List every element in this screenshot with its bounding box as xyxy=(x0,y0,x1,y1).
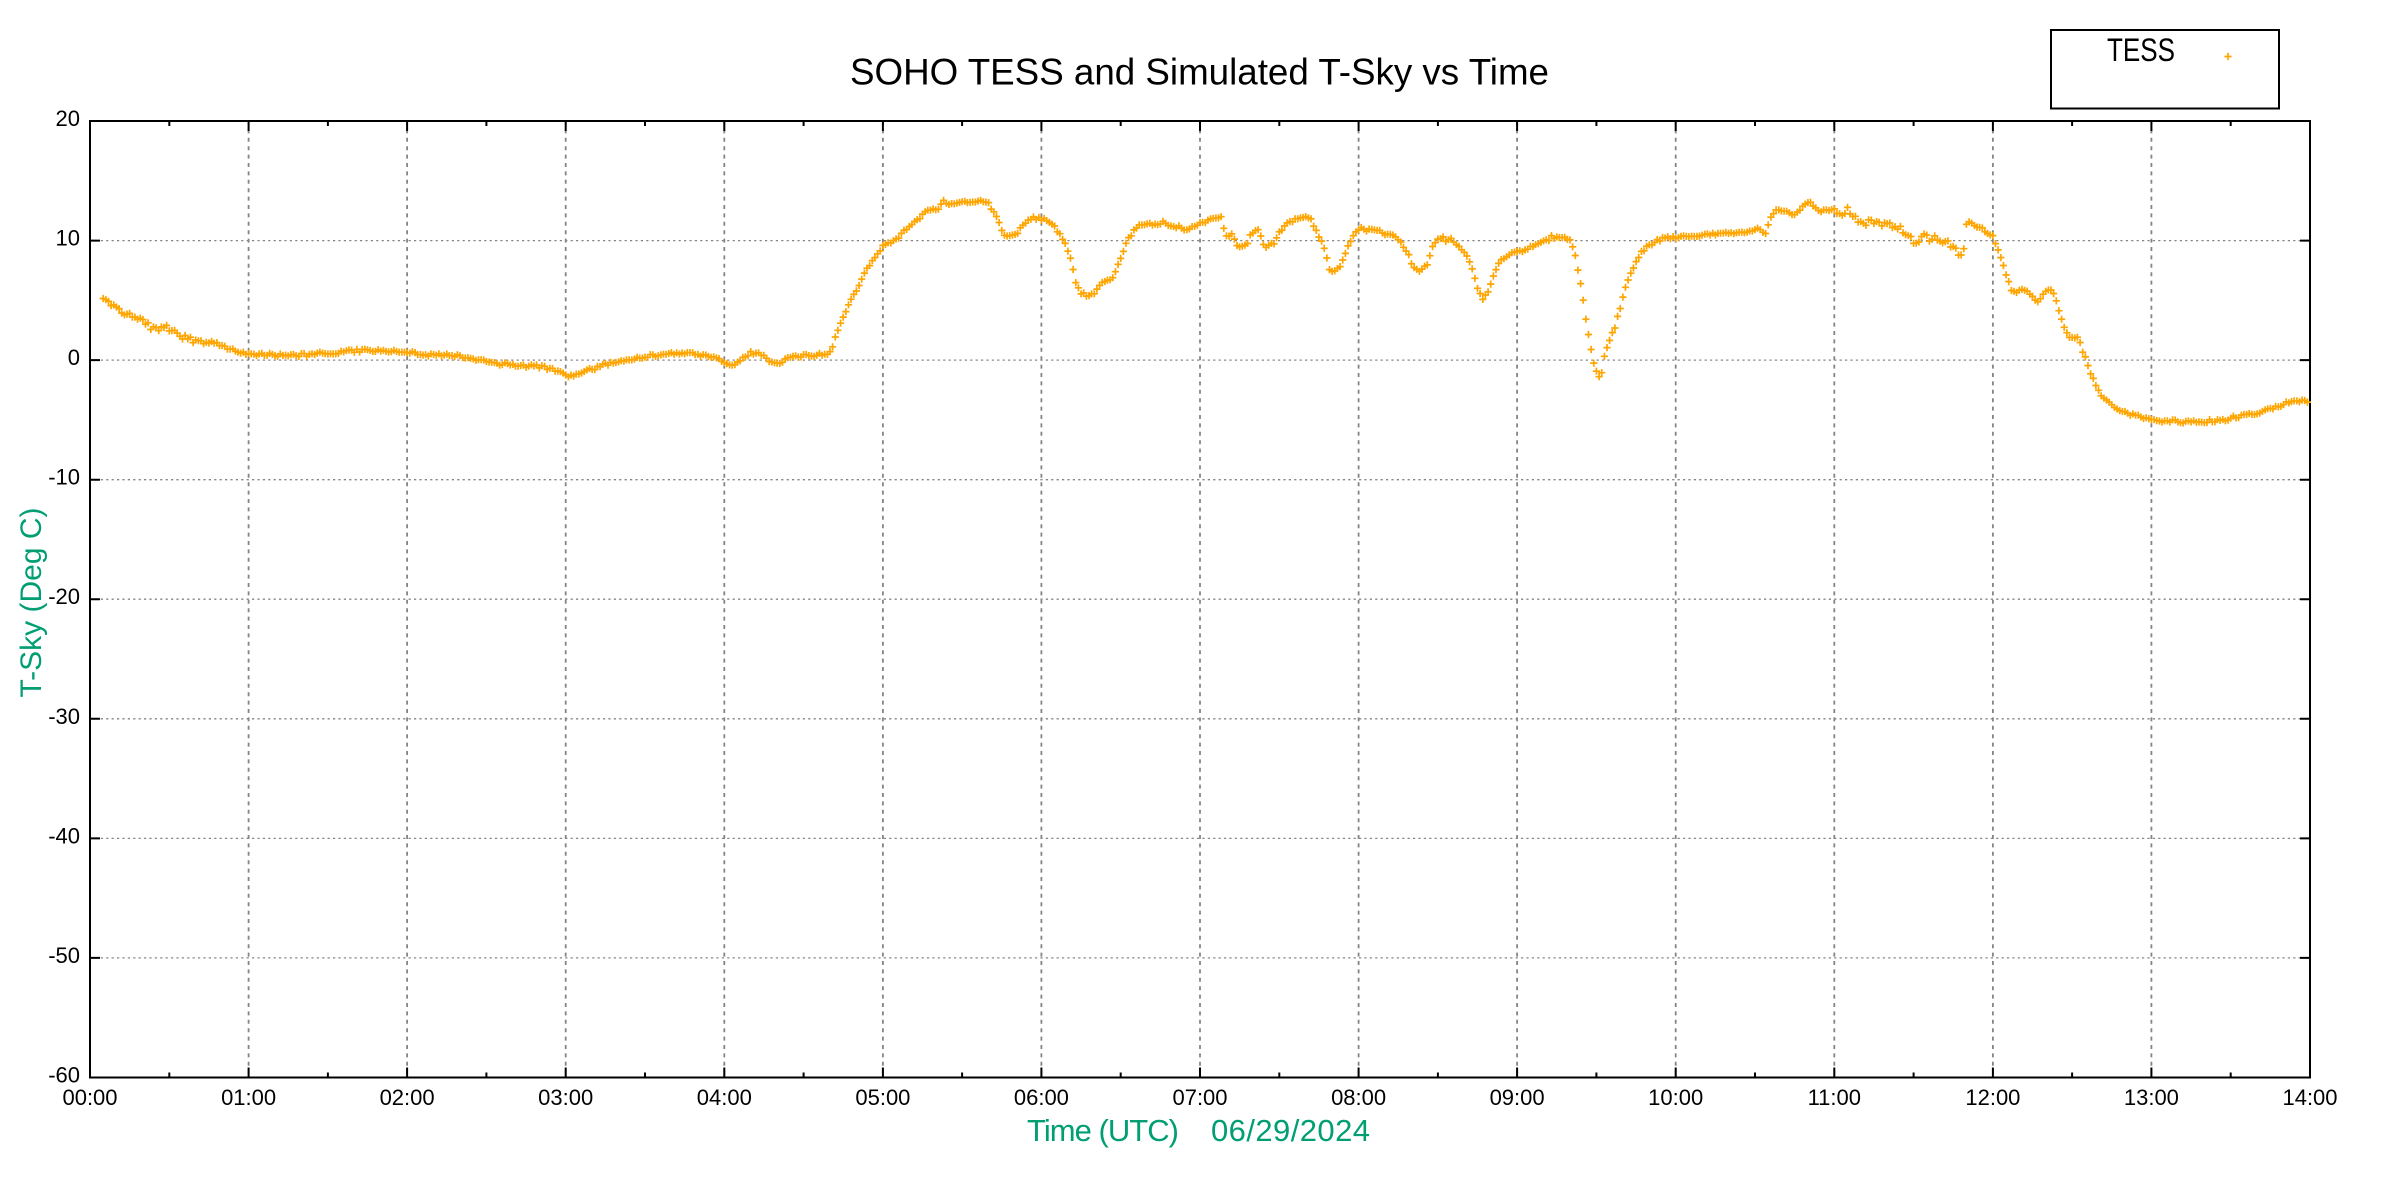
svg-text:0: 0 xyxy=(68,345,80,370)
svg-text:-20: -20 xyxy=(48,584,80,609)
svg-text:-50: -50 xyxy=(48,943,80,968)
svg-text:04:00: 04:00 xyxy=(697,1085,752,1110)
svg-text:05:00: 05:00 xyxy=(855,1085,910,1110)
svg-text:TESS: TESS xyxy=(2107,32,2175,68)
svg-text:11:00: 11:00 xyxy=(1808,1085,1861,1110)
svg-text:Time (UTC): Time (UTC) xyxy=(1027,1113,1179,1148)
svg-text:01:00: 01:00 xyxy=(221,1085,276,1110)
svg-text:-60: -60 xyxy=(48,1063,80,1088)
svg-text:08:00: 08:00 xyxy=(1331,1085,1386,1110)
svg-text:12:00: 12:00 xyxy=(1965,1085,2020,1110)
svg-text:10: 10 xyxy=(56,226,80,251)
svg-text:02:00: 02:00 xyxy=(380,1085,435,1110)
svg-text:-10: -10 xyxy=(48,465,80,490)
svg-text:20: 20 xyxy=(56,106,80,131)
svg-text:T-Sky (Deg C): T-Sky (Deg C) xyxy=(15,507,48,697)
svg-text:00:00: 00:00 xyxy=(62,1085,117,1110)
svg-text:SOHO TESS and Simulated T-Sky: SOHO TESS and Simulated T-Sky vs Time xyxy=(850,52,1549,93)
svg-text:06:00: 06:00 xyxy=(1014,1085,1069,1110)
svg-text:14:00: 14:00 xyxy=(2282,1085,2337,1110)
svg-text:07:00: 07:00 xyxy=(1172,1085,1227,1110)
svg-text:06/29/2024: 06/29/2024 xyxy=(1211,1113,1370,1148)
svg-text:-40: -40 xyxy=(48,823,80,848)
svg-text:-30: -30 xyxy=(48,704,80,729)
svg-text:03:00: 03:00 xyxy=(538,1085,593,1110)
svg-text:09:00: 09:00 xyxy=(1490,1085,1545,1110)
svg-text:13:00: 13:00 xyxy=(2124,1085,2179,1110)
svg-text:10:00: 10:00 xyxy=(1648,1085,1703,1110)
